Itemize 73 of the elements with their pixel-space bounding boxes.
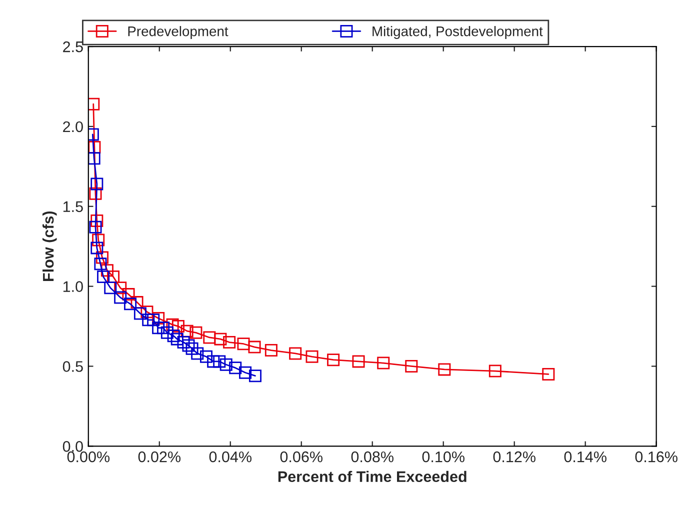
y-tick-label: 0.0 [62,441,83,452]
point [100,264,114,277]
point [160,326,174,339]
point [306,350,318,363]
point [352,355,365,368]
point [104,282,117,294]
point [90,214,104,228]
point [289,347,302,360]
point [207,355,220,368]
x-tick-label: 0.04% [209,451,252,462]
point [213,355,226,368]
point [152,312,165,325]
point [167,330,180,342]
point [186,342,198,355]
point [90,178,104,190]
x-axis-title: Percent of Time Exceeded [278,470,466,482]
point [94,258,107,270]
legend-label: Predevelopment [128,26,228,39]
y-tick-label: 2.5 [63,41,83,52]
point [248,340,261,354]
point [114,282,127,294]
point [438,363,451,376]
y-tick-label: 2.0 [63,121,83,132]
point [248,370,262,382]
point [122,288,135,301]
point [96,251,108,264]
x-tick-label: 0.16% [635,451,678,462]
point [88,98,100,110]
point [488,364,502,378]
point [134,307,146,320]
x-tick-label: 0.02% [138,451,180,462]
x-tick-label: 0.00% [67,451,110,462]
x-tick-label: 0.10% [422,451,464,462]
point [239,366,252,379]
point [327,354,340,366]
point [92,234,105,246]
point [172,320,184,333]
point [97,270,110,283]
point [152,322,165,334]
point [191,347,204,360]
point [157,322,170,334]
y-tick-label: 0.5 [62,361,83,372]
point [237,338,250,350]
point [90,242,104,254]
x-tick-label: 0.08% [351,451,394,462]
point [170,332,184,346]
point [190,326,202,339]
point [377,356,390,370]
x-tick-label: 0.14% [564,451,606,462]
point [89,187,102,200]
point [542,368,555,380]
y-tick-label: 1.5 [63,201,83,212]
point [200,350,212,363]
point [142,314,155,326]
point [220,358,232,371]
point [177,336,190,349]
point [264,344,278,357]
y-axis-title: Flow (cfs) [42,211,57,281]
point [147,314,160,326]
point [405,360,418,372]
point [114,291,127,304]
legend-label: Mitigated, Postdevelopment [372,26,543,39]
x-tick-label: 0.12% [493,451,536,462]
point [223,336,236,349]
point [203,331,216,344]
point [140,306,154,318]
point [124,298,137,310]
point [89,220,102,234]
y-tick-label: 1.0 [63,281,83,292]
point [229,362,242,374]
point [214,332,227,346]
point [182,339,195,352]
x-tick-label: 0.06% [280,451,322,462]
